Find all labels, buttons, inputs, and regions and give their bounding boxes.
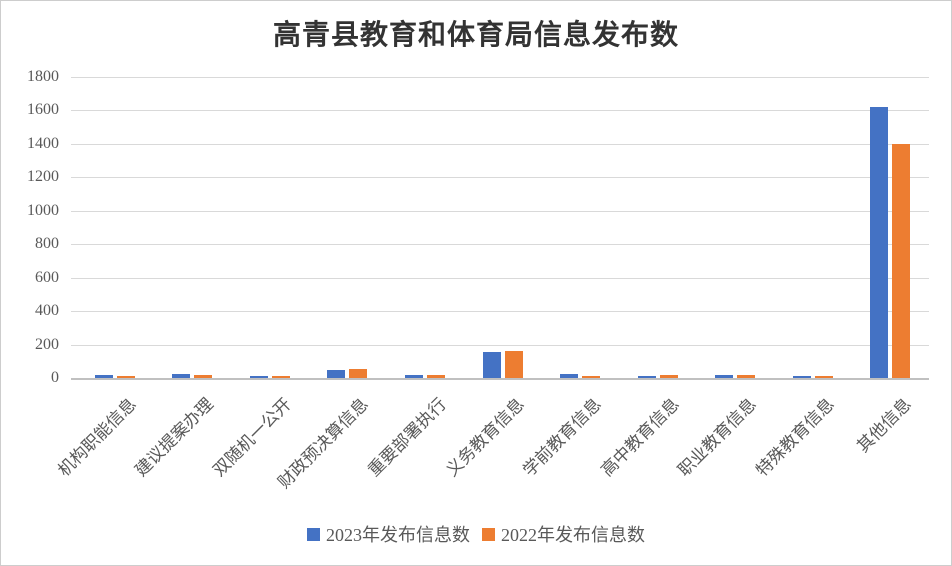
bar-2023年发布信息数-高中教育信息 bbox=[637, 375, 656, 378]
bar-2022年发布信息数-双随机一公开 bbox=[271, 376, 290, 378]
bar-2022年发布信息数-义务教育信息 bbox=[504, 351, 523, 378]
x-axis-category-label: 学前教育信息 bbox=[519, 394, 606, 481]
y-axis-tick-label: 1200 bbox=[27, 168, 59, 186]
y-gridline bbox=[71, 177, 929, 179]
y-axis-tick-label: 0 bbox=[51, 369, 59, 386]
legend-swatch bbox=[482, 527, 495, 541]
bar-2022年发布信息数-其他信息 bbox=[892, 143, 911, 378]
bar-2023年发布信息数-学前教育信息 bbox=[560, 374, 579, 378]
bar-2023年发布信息数-特殊教育信息 bbox=[792, 375, 811, 378]
y-gridline bbox=[71, 344, 929, 346]
x-axis-category-label: 其他信息 bbox=[853, 394, 916, 457]
y-axis-tick-label: 600 bbox=[35, 268, 59, 286]
legend-label: 2023年发布信息数 bbox=[326, 525, 470, 545]
x-axis-category-label: 特殊教育信息 bbox=[752, 394, 838, 481]
bar-2022年发布信息数-建议提案办理 bbox=[194, 374, 213, 378]
bar-2023年发布信息数-重要部署执行 bbox=[404, 374, 423, 378]
y-gridline bbox=[71, 244, 929, 246]
y-gridline bbox=[71, 77, 929, 78]
y-axis-tick-label: 1000 bbox=[27, 201, 59, 219]
bar-2022年发布信息数-重要部署执行 bbox=[426, 374, 445, 378]
legend: 2023年发布信息数 2022年发布信息数 bbox=[1, 521, 951, 547]
bar-2022年发布信息数-机构职能信息 bbox=[116, 375, 135, 378]
bar-2022年发布信息数-职业教育信息 bbox=[737, 375, 756, 378]
y-axis-tick-label: 1800 bbox=[27, 68, 59, 85]
bar-2023年发布信息数-其他信息 bbox=[870, 107, 889, 378]
legend-swatch bbox=[307, 527, 320, 541]
x-axis-category-label: 重要部署执行 bbox=[364, 394, 450, 481]
legend-item: 2022年发布信息数 bbox=[482, 521, 645, 547]
y-gridline bbox=[71, 210, 929, 212]
bar-2023年发布信息数-职业教育信息 bbox=[715, 375, 734, 378]
y-axis-tick-label: 1600 bbox=[27, 101, 59, 119]
bar-2023年发布信息数-双随机一公开 bbox=[249, 375, 268, 378]
x-axis-line bbox=[71, 378, 929, 380]
legend-label: 2022年发布信息数 bbox=[501, 525, 645, 545]
y-axis-tick-label: 200 bbox=[35, 335, 59, 353]
bar-2022年发布信息数-财政预决算信息 bbox=[349, 369, 368, 378]
legend-item: 2023年发布信息数 bbox=[307, 521, 470, 547]
y-axis-tick-label: 1400 bbox=[27, 134, 59, 152]
bar-2022年发布信息数-学前教育信息 bbox=[582, 375, 601, 378]
y-gridline bbox=[71, 311, 929, 313]
bar-2022年发布信息数-高中教育信息 bbox=[659, 375, 678, 378]
bar-2022年发布信息数-特殊教育信息 bbox=[814, 375, 833, 378]
bar-2023年发布信息数-财政预决算信息 bbox=[327, 369, 346, 378]
y-gridline bbox=[71, 110, 929, 112]
x-axis-category-label: 高中教育信息 bbox=[597, 394, 683, 481]
y-gridline bbox=[71, 277, 929, 279]
bar-2023年发布信息数-机构职能信息 bbox=[94, 374, 113, 378]
x-axis-category-label: 义务教育信息 bbox=[441, 394, 528, 481]
bar-2023年发布信息数-建议提案办理 bbox=[172, 374, 191, 378]
y-axis-tick-label: 400 bbox=[35, 302, 59, 320]
y-gridline bbox=[71, 143, 929, 145]
bar-2023年发布信息数-义务教育信息 bbox=[482, 351, 501, 378]
chart-title: 高青县教育和体育局信息发布数 bbox=[272, 20, 679, 51]
x-axis-category-label: 机构职能信息 bbox=[54, 394, 140, 481]
x-axis-category-label: 建议提案办理 bbox=[131, 394, 218, 481]
y-axis-tick-label: 800 bbox=[35, 235, 59, 253]
x-axis-category-label: 职业教育信息 bbox=[674, 394, 761, 481]
